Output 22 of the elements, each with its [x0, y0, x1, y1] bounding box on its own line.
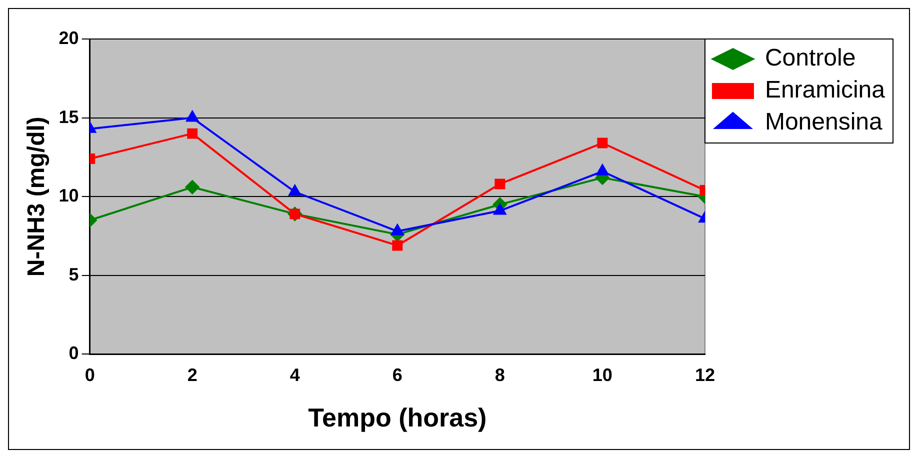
x-axis-title: Tempo (horas)	[308, 402, 487, 433]
legend-label: Controle	[764, 44, 856, 72]
legend-label: Monensina	[764, 108, 884, 136]
y-tick-label: 20	[58, 28, 79, 48]
point	[392, 240, 403, 251]
x-tick-label: 8	[494, 364, 505, 385]
point	[494, 178, 506, 190]
y-tick-label: 10	[58, 186, 79, 206]
y-tick-label: 15	[58, 106, 79, 127]
point	[494, 204, 506, 215]
x-tick-label: 12	[694, 364, 715, 385]
x-tick-label: 4	[290, 364, 300, 385]
x-tick-label: 0	[84, 364, 95, 385]
x-tick-label: 2	[187, 364, 198, 385]
x-tick-label: 10	[592, 364, 612, 385]
y-tick-label: 5	[68, 264, 79, 284]
x-tick-label: 6	[392, 364, 402, 385]
point	[288, 184, 302, 196]
point	[391, 224, 404, 236]
y-tick-label: 0	[68, 343, 79, 364]
legend-label: Enramicina	[764, 76, 886, 104]
y-axis-title: N-NH3 (mg/dl)	[23, 116, 50, 277]
